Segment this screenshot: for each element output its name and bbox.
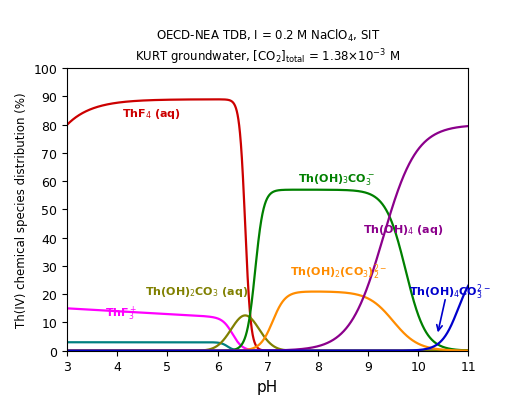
Title: OECD-NEA TDB, I = 0.2 M NaClO$_4$, SIT
KURT groundwater, [CO$_2$]$_{\rm total}$ : OECD-NEA TDB, I = 0.2 M NaClO$_4$, SIT K… (135, 28, 401, 66)
Text: Th(OH)$_3$CO$_3^-$: Th(OH)$_3$CO$_3^-$ (298, 172, 375, 187)
Text: ThF$_4$ (aq): ThF$_4$ (aq) (122, 107, 182, 121)
Text: Th(OH)$_2$(CO$_3$)$_2^{2-}$: Th(OH)$_2$(CO$_3$)$_2^{2-}$ (291, 262, 387, 281)
Text: ThF$_3^+$: ThF$_3^+$ (105, 303, 137, 322)
Text: Th(OH)$_4$CO$_3^{2-}$: Th(OH)$_4$CO$_3^{2-}$ (409, 281, 491, 301)
Text: Th(OH)$_4$ (aq): Th(OH)$_4$ (aq) (363, 222, 444, 236)
Text: Th(OH)$_2$CO$_3$ (aq): Th(OH)$_2$CO$_3$ (aq) (145, 285, 248, 299)
Y-axis label: Th(IV) chemical species distribution (%): Th(IV) chemical species distribution (%) (15, 92, 28, 328)
X-axis label: pH: pH (257, 379, 278, 394)
